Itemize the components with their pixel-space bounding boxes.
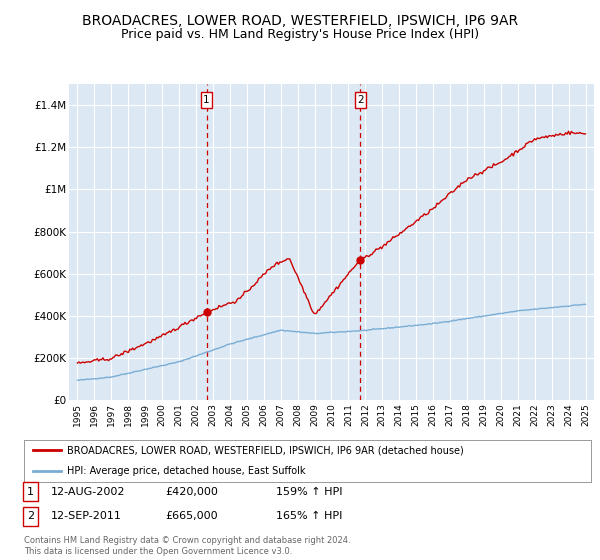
- Text: BROADACRES, LOWER ROAD, WESTERFIELD, IPSWICH, IP6 9AR (detached house): BROADACRES, LOWER ROAD, WESTERFIELD, IPS…: [67, 445, 463, 455]
- Text: BROADACRES, LOWER ROAD, WESTERFIELD, IPSWICH, IP6 9AR: BROADACRES, LOWER ROAD, WESTERFIELD, IPS…: [82, 14, 518, 28]
- Text: £420,000: £420,000: [165, 487, 218, 497]
- Text: Contains HM Land Registry data © Crown copyright and database right 2024.
This d: Contains HM Land Registry data © Crown c…: [24, 536, 350, 556]
- Text: 2: 2: [27, 511, 34, 521]
- Text: 165% ↑ HPI: 165% ↑ HPI: [276, 511, 343, 521]
- Text: HPI: Average price, detached house, East Suffolk: HPI: Average price, detached house, East…: [67, 466, 305, 476]
- Text: 12-SEP-2011: 12-SEP-2011: [51, 511, 122, 521]
- Text: 2: 2: [357, 95, 364, 105]
- Text: £665,000: £665,000: [165, 511, 218, 521]
- Text: 159% ↑ HPI: 159% ↑ HPI: [276, 487, 343, 497]
- Text: 1: 1: [27, 487, 34, 497]
- Text: Price paid vs. HM Land Registry's House Price Index (HPI): Price paid vs. HM Land Registry's House …: [121, 28, 479, 41]
- Text: 1: 1: [203, 95, 210, 105]
- Text: 12-AUG-2002: 12-AUG-2002: [51, 487, 125, 497]
